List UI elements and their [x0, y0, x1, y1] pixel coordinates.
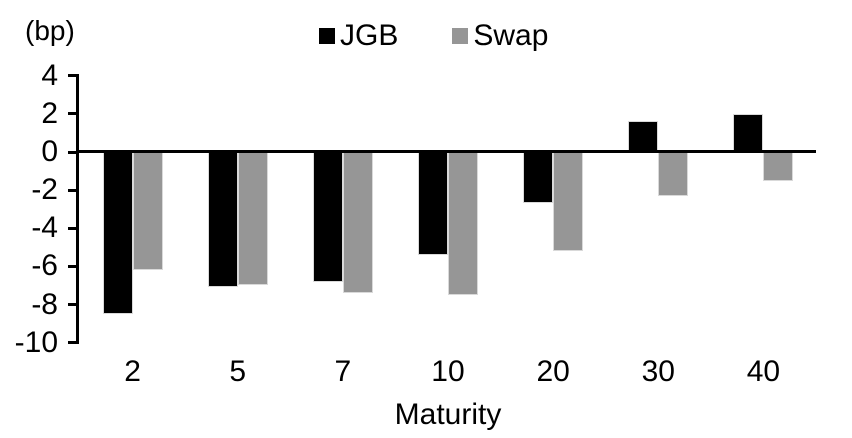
- bar-swap-20: [553, 152, 584, 252]
- bar-swap-40: [763, 152, 794, 181]
- y-tick-label: -8: [31, 287, 58, 321]
- y-tick-label: 0: [41, 135, 58, 168]
- y-tick-mark: [68, 74, 79, 78]
- legend-item-jgb: JGB: [319, 19, 398, 53]
- bar-jgb-30: [628, 121, 659, 152]
- y-tick-label: -6: [31, 249, 58, 283]
- x-axis-zero-line: [76, 150, 816, 153]
- bar-jgb-7: [312, 152, 343, 282]
- y-axis-unit-label: (bp): [25, 15, 75, 46]
- legend-label: JGB: [340, 19, 399, 52]
- legend-swatch-icon: [452, 28, 469, 44]
- bar-swap-2: [132, 152, 163, 271]
- bar-jgb-2: [102, 152, 133, 315]
- y-tick-label: 4: [41, 58, 58, 92]
- y-tick-mark: [68, 341, 79, 345]
- x-axis-title: Maturity: [394, 398, 502, 431]
- y-tick-label: 2: [41, 96, 58, 130]
- y-tick-mark: [68, 188, 79, 192]
- bar-jgb-5: [207, 152, 238, 288]
- bar-swap-5: [237, 152, 268, 286]
- x-tick-label: 30: [641, 355, 675, 388]
- y-tick-label: -4: [31, 211, 58, 245]
- legend: JGB Swap: [319, 19, 548, 53]
- legend-swatch-icon: [319, 28, 335, 44]
- bar-jgb-20: [523, 152, 554, 204]
- y-tick-mark: [68, 264, 79, 268]
- bar-swap-30: [658, 152, 689, 196]
- y-tick-mark: [68, 226, 79, 230]
- bar-jgb-10: [417, 152, 448, 255]
- x-tick-label: 5: [229, 355, 247, 388]
- x-tick-label: 20: [536, 355, 570, 388]
- y-tick-label: -10: [14, 325, 58, 359]
- y-tick-label: -2: [31, 173, 58, 207]
- bar-swap-10: [447, 152, 478, 296]
- x-tick-label: 40: [746, 355, 781, 388]
- legend-item-swap: Swap: [452, 19, 548, 53]
- y-axis-line: [76, 74, 79, 344]
- x-tick-label: 7: [334, 355, 352, 388]
- x-tick-label: 10: [431, 355, 465, 388]
- bar-jgb-40: [733, 113, 764, 152]
- y-tick-mark: [68, 150, 79, 154]
- y-tick-mark: [68, 303, 79, 307]
- x-tick-label: 2: [124, 355, 141, 388]
- legend-label: Swap: [473, 19, 549, 52]
- bar-swap-7: [342, 152, 373, 294]
- y-tick-mark: [68, 112, 79, 116]
